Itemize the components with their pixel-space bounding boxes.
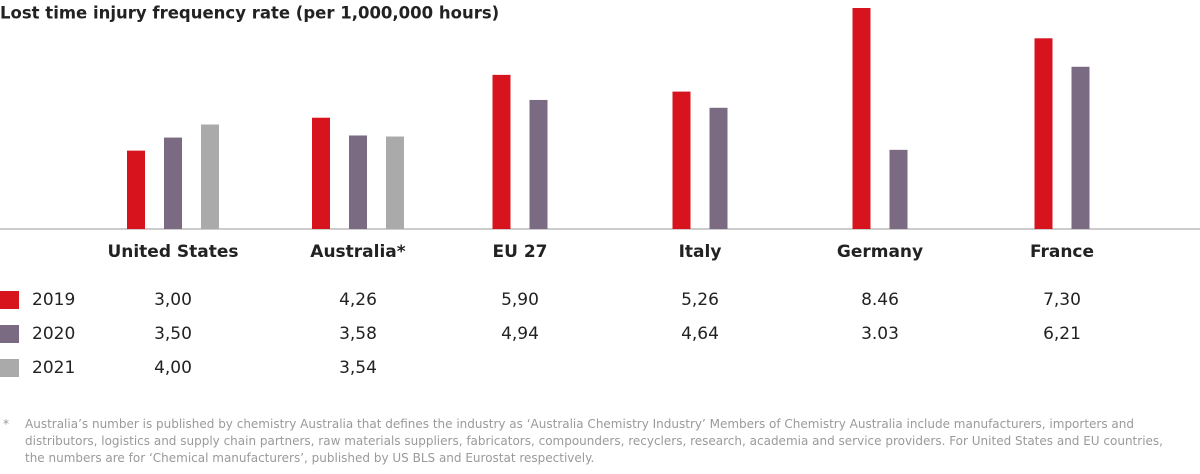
category-label: Australia*: [310, 242, 405, 262]
legend-swatch: [0, 359, 19, 377]
bar: [709, 107, 728, 229]
bar: [386, 136, 404, 229]
bar: [529, 99, 548, 229]
bar: [312, 117, 330, 229]
category-label: Italy: [679, 242, 722, 262]
table-value: 7,30: [1043, 290, 1081, 310]
chart-title: Lost time injury frequency rate (per 1,0…: [0, 4, 499, 23]
footnote-marker: *: [3, 417, 9, 431]
table-value: 8.46: [861, 290, 899, 310]
bar: [164, 137, 182, 229]
table-value: 5,26: [681, 290, 719, 310]
chart: Lost time injury frequency rate (per 1,0…: [0, 4, 1200, 378]
table-value: 4,94: [501, 324, 539, 344]
category-label: United States: [107, 242, 238, 262]
table-value: 3,58: [339, 324, 377, 344]
bar: [852, 8, 871, 229]
bar: [1071, 66, 1090, 229]
bar: [672, 91, 691, 229]
legend-label: 2021: [32, 358, 75, 378]
bar: [889, 149, 908, 229]
table-value: 3,00: [154, 290, 192, 310]
legend-swatch: [0, 291, 19, 309]
footnote-text: Australia’s number is published by chemi…: [25, 417, 1163, 465]
bar: [1034, 38, 1053, 230]
table-value: 5,90: [501, 290, 539, 310]
bar: [127, 150, 145, 229]
legend-label: 2020: [32, 324, 75, 344]
table-value: 4,64: [681, 324, 719, 344]
bar: [492, 74, 511, 230]
table-value: 4,26: [339, 290, 377, 310]
category-label: EU 27: [493, 242, 548, 262]
table-value: 6,21: [1043, 324, 1081, 344]
bar: [201, 124, 219, 229]
bar: [349, 135, 367, 229]
table-value: 3.03: [861, 324, 899, 344]
table-value: 4,00: [154, 358, 192, 378]
table-value: 3,50: [154, 324, 192, 344]
category-label: France: [1030, 242, 1094, 262]
category-label: Germany: [837, 242, 923, 262]
legend-label: 2019: [32, 290, 75, 310]
legend-swatch: [0, 325, 19, 343]
table-value: 3,54: [339, 358, 377, 378]
